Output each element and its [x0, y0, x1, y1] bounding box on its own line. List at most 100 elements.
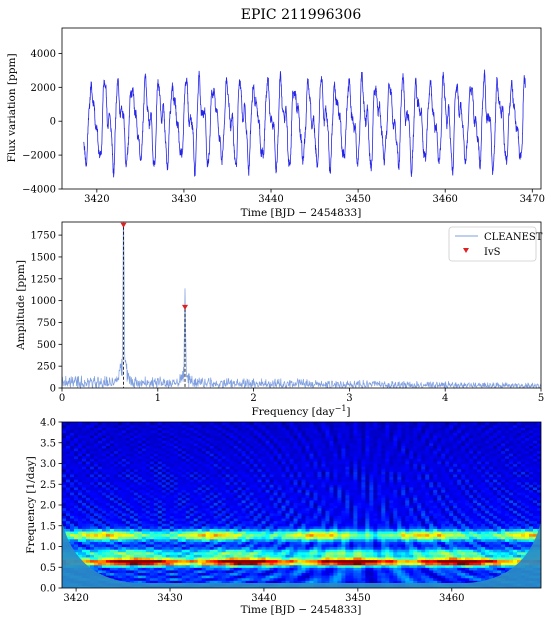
heatmap-cell: [217, 484, 223, 488]
heatmap-cell: [197, 507, 203, 511]
heatmap-cell: [321, 468, 327, 472]
heatmap-cell: [269, 533, 275, 537]
heatmap-cell: [353, 455, 358, 459]
heatmap-cell: [189, 445, 195, 449]
heatmap-cell: [325, 523, 331, 527]
heatmap-cell: [77, 530, 83, 535]
heatmap-cell: [181, 546, 187, 550]
heatmap-cell: [233, 559, 239, 563]
heatmap-cell: [185, 445, 191, 449]
heatmap-cell: [273, 424, 279, 428]
heatmap-cell: [285, 549, 291, 553]
heatmap-cell: [157, 463, 163, 467]
heatmap-cell: [321, 497, 327, 501]
heatmap-cell: [65, 510, 71, 514]
heatmap-cell: [341, 525, 347, 529]
heatmap-cell: [189, 450, 195, 454]
heatmap-cell: [321, 559, 327, 563]
heatmap-cell: [249, 549, 255, 553]
heatmap-cell: [205, 580, 211, 584]
heatmap-cell: [141, 554, 147, 558]
heatmap-cell: [297, 497, 303, 501]
heatmap-cell: [337, 523, 343, 527]
heatmap-cell: [213, 546, 219, 550]
heatmap-cell: [329, 556, 335, 561]
heatmap-cell: [93, 473, 99, 478]
heatmap-cell: [309, 497, 315, 501]
heatmap-cell: [189, 530, 195, 535]
heatmap-cell: [173, 517, 179, 522]
heatmap-cell: [269, 530, 275, 535]
heatmap-cell: [157, 541, 163, 545]
heatmap-cell: [181, 484, 187, 488]
heatmap-cell: [233, 538, 239, 542]
heatmap-cell: [349, 528, 354, 532]
heatmap-cell: [89, 460, 95, 465]
heatmap-cell: [89, 499, 95, 503]
heatmap-cell: [237, 512, 243, 516]
heatmap-cell: [205, 546, 211, 550]
heatmap-cell: [341, 458, 347, 462]
heatmap-cell: [105, 538, 111, 542]
heatmap-cell: [85, 471, 91, 475]
heatmap-cell: [109, 489, 115, 493]
heatmap-cell: [353, 442, 358, 446]
heatmap-cell: [233, 432, 239, 436]
heatmap-cell: [357, 460, 362, 465]
heatmap-cell: [349, 546, 354, 550]
heatmap-cell: [62, 471, 67, 475]
heatmap-cell: [273, 481, 279, 485]
heatmap-cell: [133, 479, 139, 483]
heatmap-cell: [221, 517, 227, 522]
heatmap-cell: [209, 450, 215, 454]
heatmap-cell: [105, 468, 111, 472]
heatmap-cell: [73, 497, 79, 501]
heatmap-cell: [213, 440, 219, 444]
heatmap-cell: [137, 427, 143, 431]
heatmap-cell: [193, 510, 199, 514]
heatmap-cell: [93, 549, 99, 553]
heatmap-cell: [201, 510, 207, 514]
heatmap-cell: [137, 458, 143, 462]
heatmap-cell: [121, 554, 127, 558]
heatmap-cell: [89, 505, 95, 509]
heatmap-cell: [313, 580, 319, 584]
timeseries-x-tick-label: 3460: [432, 194, 457, 205]
heatmap-cell: [245, 520, 251, 524]
heatmap-cell: [249, 471, 255, 475]
heatmap-cell: [101, 486, 107, 491]
heatmap-cell: [309, 489, 315, 493]
heatmap-cell: [361, 468, 366, 472]
heatmap-cell: [69, 450, 75, 454]
heatmap-cell: [353, 559, 358, 563]
heatmap-cell: [277, 494, 283, 498]
heatmap-cell: [289, 471, 295, 475]
heatmap-cell: [121, 546, 127, 550]
heatmap-cell: [337, 510, 343, 514]
heatmap-cell: [69, 492, 75, 496]
heatmap-cell: [129, 546, 135, 550]
heatmap-cell: [273, 489, 279, 493]
heatmap-cell: [281, 523, 287, 527]
heatmap-cell: [157, 481, 163, 485]
heatmap-cell: [209, 492, 215, 496]
heatmap-cell: [193, 556, 199, 561]
heatmap-cell: [149, 523, 155, 527]
heatmap-cell: [285, 562, 291, 566]
heatmap-cell: [349, 484, 354, 488]
heatmap-cell: [281, 460, 287, 465]
heatmap-cell: [113, 427, 119, 431]
heatmap-cell: [81, 432, 87, 436]
heatmap-cell: [313, 466, 319, 470]
heatmap-cell: [349, 569, 354, 574]
heatmap-cell: [305, 463, 311, 467]
heatmap-cell: [89, 447, 95, 452]
heatmap-cell: [217, 486, 223, 491]
heatmap-cell: [229, 580, 235, 584]
heatmap-cell: [325, 559, 331, 563]
heatmap-cell: [253, 541, 259, 545]
heatmap-cell: [197, 466, 203, 470]
heatmap-cell: [89, 453, 95, 457]
heatmap-cell: [105, 512, 111, 516]
heatmap-cell: [357, 575, 362, 579]
